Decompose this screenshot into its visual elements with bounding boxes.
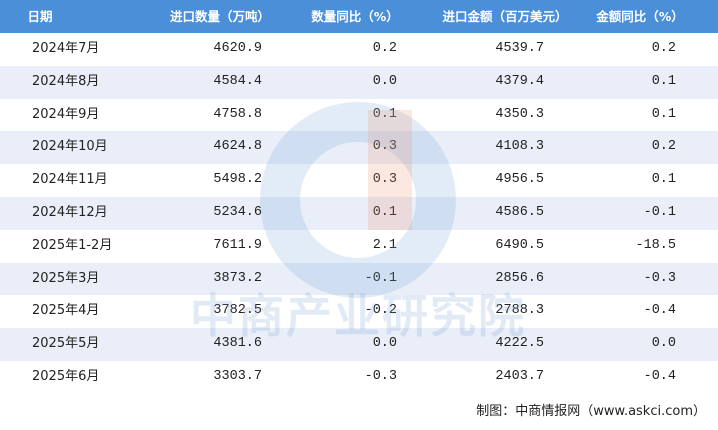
table-cell: 2856.6	[495, 270, 544, 286]
table-cell: 4956.5	[495, 172, 544, 188]
table-cell: 4539.7	[495, 41, 544, 56]
table-cell: 0.1	[372, 205, 397, 220]
table-cell: 5498.2	[213, 172, 262, 188]
header-cell: 数量同比（%）	[311, 9, 399, 24]
table-cell: 2.1	[372, 237, 397, 253]
table-cell: 2025年4月	[32, 303, 100, 319]
table-cell: 0.2	[651, 41, 676, 56]
table-cell: 4758.8	[213, 106, 262, 122]
table-cell: 0.1	[651, 172, 676, 188]
table-cell: -0.4	[643, 369, 676, 384]
table-cell: 4584.4	[213, 73, 262, 89]
table-row	[0, 229, 718, 263]
table-row	[0, 33, 718, 66]
table-cell: 0.1	[651, 73, 676, 89]
table-cell: 2025年5月	[32, 336, 100, 352]
table-cell: 2024年7月	[32, 41, 100, 56]
table-cell: 4381.6	[213, 336, 262, 352]
table-cell: 2025年6月	[32, 369, 100, 384]
table-cell: 2025年1-2月	[32, 237, 113, 253]
table-row	[0, 262, 718, 296]
table-cell: 2025年3月	[32, 270, 100, 286]
table-cell: 2024年8月	[32, 73, 100, 89]
header-cell: 金额同比（%）	[596, 9, 684, 24]
table-cell: 7611.9	[213, 237, 262, 253]
table-cell: 4350.3	[495, 106, 544, 122]
table-cell: 2788.3	[495, 303, 544, 319]
table-cell: 4620.9	[213, 41, 262, 56]
table-cell: 0.3	[372, 172, 397, 188]
table-cell: -0.4	[643, 303, 676, 319]
table-row	[0, 65, 718, 99]
header-cell: 日期	[27, 9, 53, 24]
table-cell: 0.0	[651, 336, 676, 352]
table-cell: -0.1	[643, 205, 676, 220]
table-row	[0, 98, 718, 132]
table-cell: 3782.5	[213, 303, 262, 319]
header-cell: 进口金额（百万美元）	[442, 9, 568, 24]
table-cell: -0.3	[364, 369, 397, 384]
table-cell: 0.2	[372, 41, 397, 56]
table-cell: -0.1	[364, 270, 397, 286]
table-cell: 4222.5	[495, 336, 544, 352]
table-cell: 6490.5	[495, 237, 544, 253]
watermark-text: 中商产业研究院	[190, 289, 526, 343]
table-cell: 0.1	[651, 106, 676, 122]
table-cell: 2403.7	[495, 369, 544, 384]
table-cell: -0.2	[364, 303, 397, 319]
table-cell: 4379.4	[495, 73, 544, 89]
table-cell: 4108.3	[495, 139, 544, 155]
table-row	[0, 197, 718, 230]
table-cell: 0.0	[372, 336, 397, 352]
table-cell: 4624.8	[213, 139, 262, 155]
table-row	[0, 164, 718, 197]
header-row	[0, 0, 718, 33]
table-cell: 5234.6	[213, 205, 262, 220]
table-cell: 0.3	[372, 139, 397, 155]
table-row	[0, 328, 718, 361]
table-cell: 2024年10月	[32, 139, 108, 155]
header-cell: 进口数量（万吨）	[169, 9, 271, 24]
table-cell: -0.3	[643, 270, 676, 286]
table-cell: 0.1	[372, 106, 397, 122]
table-row	[0, 131, 718, 165]
table-cell: 2024年9月	[32, 106, 100, 122]
table-cell: 2024年12月	[32, 205, 108, 220]
table-cell: -18.5	[635, 237, 676, 253]
table-cell: 0.2	[651, 139, 676, 155]
table-row	[0, 295, 718, 329]
table-cell: 4586.5	[495, 205, 544, 220]
table-cell: 0.0	[372, 73, 397, 89]
footer: 制图：中商情报网（www.askci.com）	[476, 404, 706, 419]
table-cell: 2024年11月	[32, 172, 108, 188]
table-row	[0, 361, 718, 394]
table-cell: 3873.2	[213, 270, 262, 286]
table-cell: 3303.7	[213, 369, 262, 384]
